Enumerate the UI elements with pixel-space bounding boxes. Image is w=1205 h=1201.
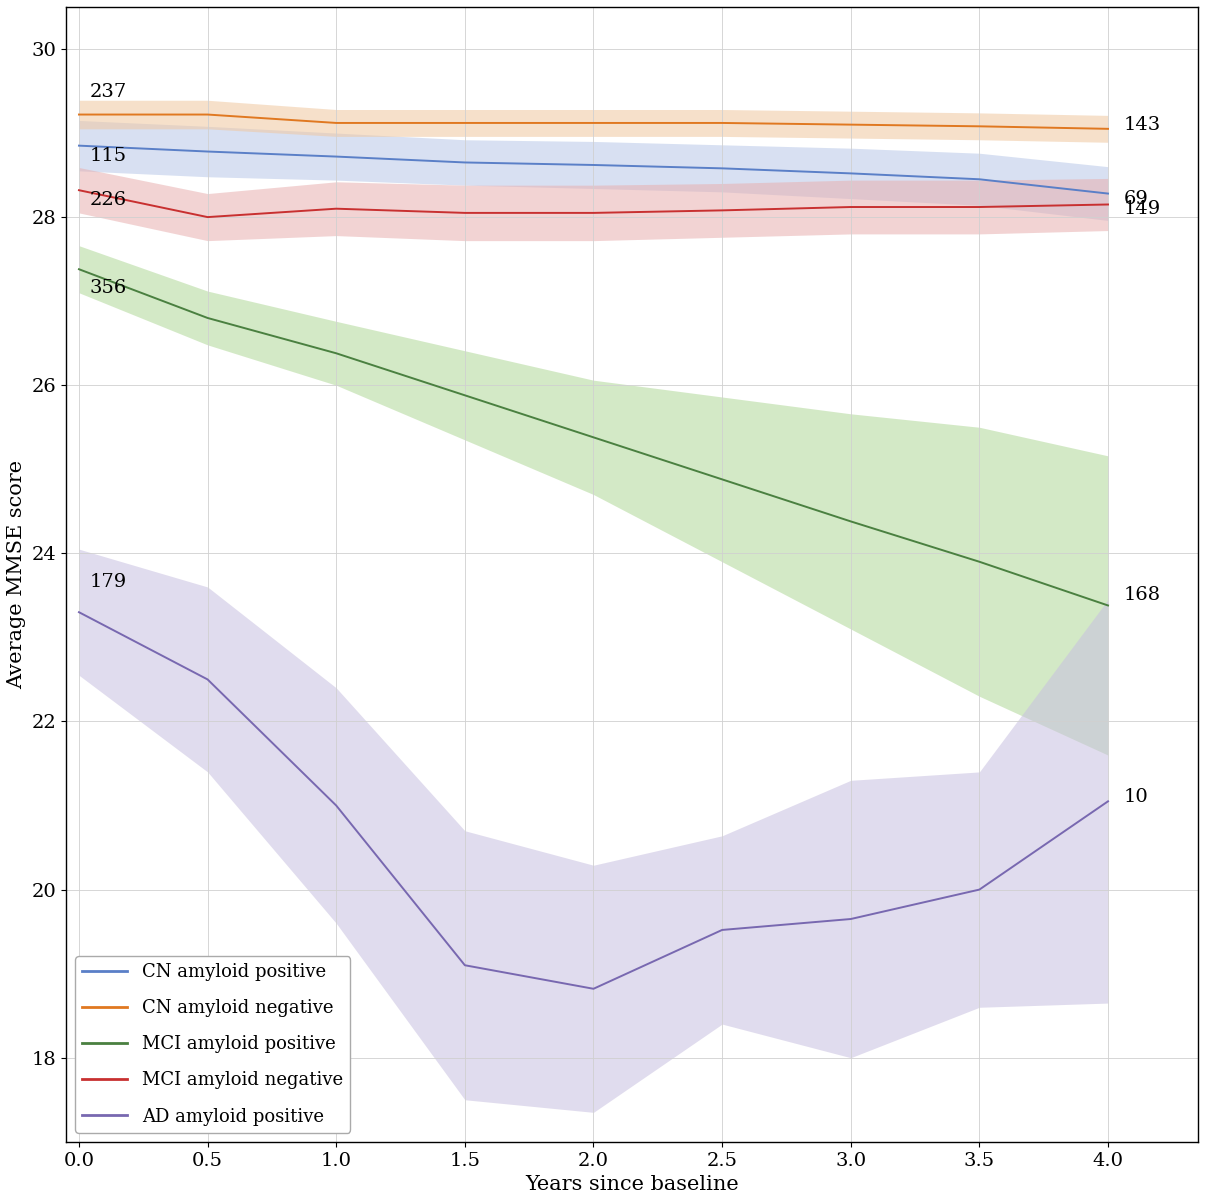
- Text: 10: 10: [1123, 788, 1148, 806]
- MCI amyloid negative: [458, 205, 472, 220]
- MCI amyloid negative: [1101, 197, 1116, 211]
- AD amyloid positive: [844, 912, 858, 926]
- Text: 168: 168: [1123, 586, 1160, 604]
- MCI amyloid negative: [329, 202, 343, 216]
- MCI amyloid negative: [72, 183, 87, 197]
- CN amyloid negative: [587, 115, 601, 130]
- AD amyloid positive: [1101, 794, 1116, 808]
- MCI amyloid negative: [200, 210, 214, 225]
- Line: CN amyloid negative: CN amyloid negative: [80, 114, 1109, 129]
- MCI amyloid positive: [844, 514, 858, 528]
- CN amyloid positive: [972, 172, 987, 186]
- MCI amyloid positive: [587, 430, 601, 444]
- Line: MCI amyloid negative: MCI amyloid negative: [80, 190, 1109, 217]
- X-axis label: Years since baseline: Years since baseline: [525, 1175, 739, 1194]
- AD amyloid positive: [200, 673, 214, 687]
- CN amyloid positive: [587, 157, 601, 172]
- AD amyloid positive: [715, 922, 729, 937]
- Text: 179: 179: [89, 573, 127, 591]
- CN amyloid negative: [329, 115, 343, 130]
- CN amyloid negative: [972, 119, 987, 133]
- Text: 143: 143: [1123, 115, 1160, 133]
- CN amyloid positive: [1101, 186, 1116, 201]
- AD amyloid positive: [329, 799, 343, 813]
- MCI amyloid positive: [200, 311, 214, 325]
- MCI amyloid positive: [72, 262, 87, 276]
- Y-axis label: Average MMSE score: Average MMSE score: [7, 460, 27, 689]
- AD amyloid positive: [972, 883, 987, 897]
- MCI amyloid negative: [972, 199, 987, 214]
- MCI amyloid negative: [587, 205, 601, 220]
- Text: 149: 149: [1123, 199, 1160, 217]
- MCI amyloid positive: [1101, 598, 1116, 613]
- CN amyloid positive: [844, 166, 858, 180]
- MCI amyloid positive: [329, 346, 343, 360]
- Text: 226: 226: [89, 191, 127, 209]
- MCI amyloid positive: [715, 472, 729, 486]
- CN amyloid negative: [200, 107, 214, 121]
- MCI amyloid positive: [972, 555, 987, 569]
- CN amyloid positive: [458, 155, 472, 169]
- AD amyloid positive: [458, 958, 472, 973]
- CN amyloid negative: [1101, 121, 1116, 136]
- MCI amyloid negative: [844, 199, 858, 214]
- Legend: CN amyloid positive, CN amyloid negative, MCI amyloid positive, MCI amyloid nega: CN amyloid positive, CN amyloid negative…: [75, 956, 351, 1133]
- MCI amyloid negative: [715, 203, 729, 217]
- Line: MCI amyloid positive: MCI amyloid positive: [80, 269, 1109, 605]
- AD amyloid positive: [72, 605, 87, 620]
- Text: 69: 69: [1123, 190, 1148, 208]
- Text: 115: 115: [89, 147, 127, 165]
- Text: 356: 356: [89, 279, 127, 297]
- CN amyloid negative: [715, 115, 729, 130]
- CN amyloid negative: [844, 118, 858, 132]
- AD amyloid positive: [587, 981, 601, 996]
- MCI amyloid positive: [458, 388, 472, 402]
- CN amyloid positive: [200, 144, 214, 159]
- CN amyloid negative: [458, 115, 472, 130]
- Line: AD amyloid positive: AD amyloid positive: [80, 613, 1109, 988]
- CN amyloid positive: [715, 161, 729, 175]
- Text: 237: 237: [89, 83, 127, 101]
- Line: CN amyloid positive: CN amyloid positive: [80, 145, 1109, 193]
- CN amyloid positive: [329, 149, 343, 163]
- CN amyloid negative: [72, 107, 87, 121]
- CN amyloid positive: [72, 138, 87, 153]
